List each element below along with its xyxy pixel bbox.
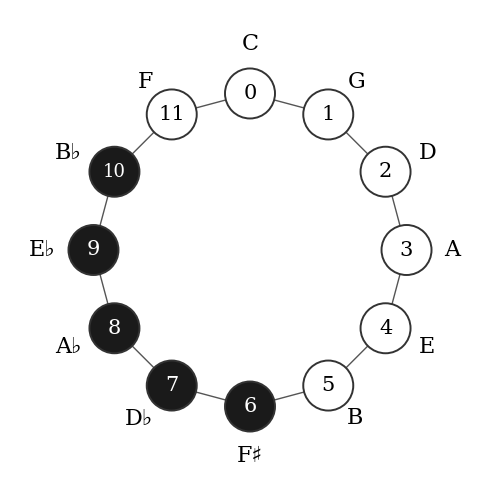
Circle shape: [360, 146, 410, 196]
Circle shape: [68, 225, 118, 275]
Text: F♯: F♯: [237, 444, 263, 466]
Text: D: D: [418, 142, 436, 164]
Text: B♭: B♭: [54, 142, 82, 164]
Text: G: G: [348, 70, 365, 92]
Text: 2: 2: [379, 162, 392, 181]
Text: 8: 8: [108, 319, 121, 338]
Text: A: A: [444, 239, 460, 261]
Text: A♭: A♭: [55, 336, 82, 358]
Text: B: B: [348, 408, 364, 430]
Text: 1: 1: [322, 105, 335, 124]
Circle shape: [146, 360, 196, 410]
Text: 10: 10: [103, 162, 126, 180]
Text: 4: 4: [379, 319, 392, 338]
Text: 11: 11: [158, 105, 185, 124]
Text: E♭: E♭: [28, 239, 56, 261]
Circle shape: [304, 360, 354, 410]
Text: 3: 3: [400, 240, 413, 260]
Circle shape: [90, 304, 140, 354]
Circle shape: [225, 382, 275, 432]
Circle shape: [90, 146, 140, 196]
Circle shape: [382, 225, 432, 275]
Text: 9: 9: [87, 240, 100, 260]
Text: D♭: D♭: [124, 408, 152, 430]
Text: 5: 5: [322, 376, 335, 395]
Circle shape: [304, 90, 354, 140]
Text: 0: 0: [244, 84, 256, 103]
Circle shape: [360, 304, 410, 354]
Text: F: F: [138, 70, 152, 92]
Text: 6: 6: [244, 397, 256, 416]
Circle shape: [146, 90, 196, 140]
Circle shape: [225, 68, 275, 118]
Text: 7: 7: [165, 376, 178, 395]
Text: C: C: [242, 34, 258, 56]
Text: E: E: [418, 336, 434, 358]
